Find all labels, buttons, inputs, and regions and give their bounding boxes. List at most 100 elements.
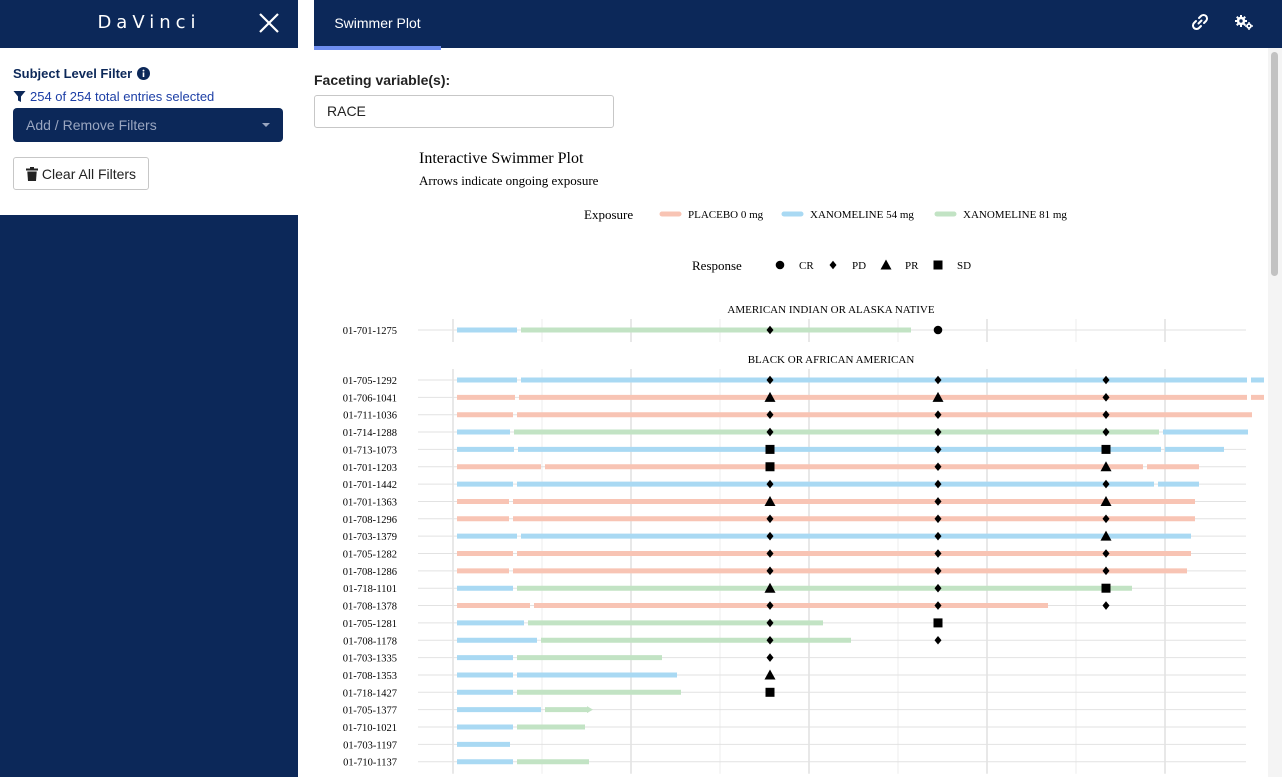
response-marker-pd <box>1102 393 1110 402</box>
response-marker-pd <box>934 566 942 576</box>
response-marker-pd <box>766 427 774 437</box>
subject-id-label: 01-703-1379 <box>343 532 397 543</box>
swimmer-plot: Interactive Swimmer Plot Arrows indicate … <box>343 150 1264 774</box>
gears-icon[interactable] <box>1234 12 1254 32</box>
response-marker-pd <box>766 410 774 419</box>
response-legend-triangle-icon <box>880 259 892 270</box>
subject-id-label: 01-718-1101 <box>343 584 397 595</box>
response-marker-pd <box>766 601 774 610</box>
subject-id-label: 01-701-1275 <box>343 326 397 337</box>
tab-swimmer-plot[interactable]: Swimmer Plot <box>314 0 441 50</box>
response-marker-pd <box>934 497 942 506</box>
ongoing-arrow <box>587 706 593 714</box>
response-marker-pd <box>766 325 774 335</box>
response-marker-pd <box>766 653 774 662</box>
subject-id-label: 01-705-1377 <box>343 706 397 717</box>
response-marker-pd <box>934 549 942 558</box>
plot-subtitle: Arrows indicate ongoing exposure <box>419 173 599 188</box>
response-marker-pd <box>934 601 942 610</box>
subject-id-label: 01-703-1335 <box>343 654 397 665</box>
subject-id-label: 01-701-1363 <box>343 497 397 508</box>
response-marker-pd <box>934 427 942 437</box>
response-marker-pd <box>1102 410 1110 419</box>
faceting-variable-input[interactable]: RACE <box>314 95 614 128</box>
faceting-variable-label: Faceting variable(s): <box>314 72 451 88</box>
close-icon[interactable] <box>256 10 282 36</box>
response-marker-pr <box>764 495 776 506</box>
response-marker-pd <box>934 531 942 541</box>
response-marker-pr <box>1100 461 1112 472</box>
response-marker-pd <box>934 410 942 419</box>
response-legend-label: PR <box>905 260 919 272</box>
subject-id-label: 01-705-1292 <box>343 376 397 387</box>
filter-title-label: Subject Level Filter <box>13 66 133 81</box>
active-tab-indicator <box>314 46 441 50</box>
tab-swimmer-plot-label: Swimmer Plot <box>334 15 421 31</box>
filter-title: Subject Level Filter <box>13 66 151 81</box>
response-marker-pd <box>1102 601 1110 610</box>
response-marker-pr <box>1100 530 1112 541</box>
response-legend-label: PD <box>852 260 866 272</box>
response-marker-pd <box>934 445 942 454</box>
subject-id-label: 01-701-1203 <box>343 463 397 474</box>
trash-icon <box>25 166 38 181</box>
response-marker-pr <box>764 669 776 680</box>
exposure-legend-label: XANOMELINE 54 mg <box>810 209 914 221</box>
exposure-legend-label: XANOMELINE 81 mg <box>963 209 1067 221</box>
response-marker-sd <box>765 462 775 472</box>
response-marker-pr <box>764 391 776 402</box>
filter-count: 254 of 254 total entries selected <box>13 89 214 104</box>
response-marker-pd <box>766 375 774 385</box>
response-marker-pd <box>934 514 942 524</box>
scrollbar-thumb[interactable] <box>1271 52 1278 276</box>
plot-title: Interactive Swimmer Plot <box>419 150 584 167</box>
subject-id-label: 01-713-1073 <box>343 445 397 456</box>
subject-id-label: 01-718-1427 <box>343 688 397 699</box>
response-marker-pd <box>766 514 774 524</box>
response-legend-title: Response <box>692 258 742 273</box>
exposure-legend-title: Exposure <box>584 207 633 222</box>
response-marker-sd <box>765 444 775 454</box>
response-marker-pd <box>766 479 774 489</box>
response-legend-square-icon <box>933 260 943 270</box>
exposure-legend-label: PLACEBO 0 mg <box>688 209 764 221</box>
response-marker-sd <box>1101 583 1111 593</box>
response-marker-pr <box>932 391 944 402</box>
vertical-scrollbar[interactable] <box>1268 48 1282 777</box>
response-marker-pd <box>1102 549 1110 558</box>
clear-all-filters-button[interactable]: Clear All Filters <box>13 157 149 190</box>
subject-id-label: 01-708-1353 <box>343 671 397 682</box>
response-marker-pd <box>1102 375 1110 385</box>
response-marker-pd <box>934 583 942 593</box>
subject-id-label: 01-708-1286 <box>343 567 397 578</box>
filter-count-text: 254 of 254 total entries selected <box>30 89 215 104</box>
subject-id-label: 01-708-1178 <box>343 636 397 647</box>
subject-id-label: 01-708-1296 <box>343 515 397 526</box>
response-marker-pd <box>934 635 942 645</box>
link-icon[interactable] <box>1190 12 1210 32</box>
subject-id-label: 01-705-1282 <box>343 550 397 561</box>
response-marker-sd <box>933 618 943 628</box>
response-marker-pd <box>766 531 774 541</box>
add-remove-filters-select[interactable]: Add / Remove Filters <box>13 108 283 142</box>
response-marker-sd <box>765 687 775 697</box>
response-marker-pd <box>1102 479 1110 489</box>
subject-id-label: 01-710-1021 <box>343 723 397 734</box>
app-brand: DaVinci <box>97 12 201 33</box>
info-icon[interactable] <box>137 67 151 80</box>
response-marker-pd <box>934 462 942 472</box>
response-legend-diamond-icon <box>829 260 837 270</box>
sidebar-header: DaVinci <box>0 0 298 48</box>
response-marker-pd <box>1102 514 1110 524</box>
response-marker-sd <box>1101 444 1111 454</box>
add-remove-filters-placeholder: Add / Remove Filters <box>26 117 157 133</box>
response-legend-label: CR <box>799 260 814 272</box>
response-marker-pd <box>766 635 774 645</box>
filter-icon <box>13 91 26 102</box>
response-marker-pd <box>1102 566 1110 576</box>
response-legend-label: SD <box>957 260 971 272</box>
response-marker-pd <box>766 566 774 576</box>
response-marker-pr <box>1100 495 1112 506</box>
subject-id-label: 01-706-1041 <box>343 393 397 404</box>
response-marker-pr <box>764 582 776 593</box>
